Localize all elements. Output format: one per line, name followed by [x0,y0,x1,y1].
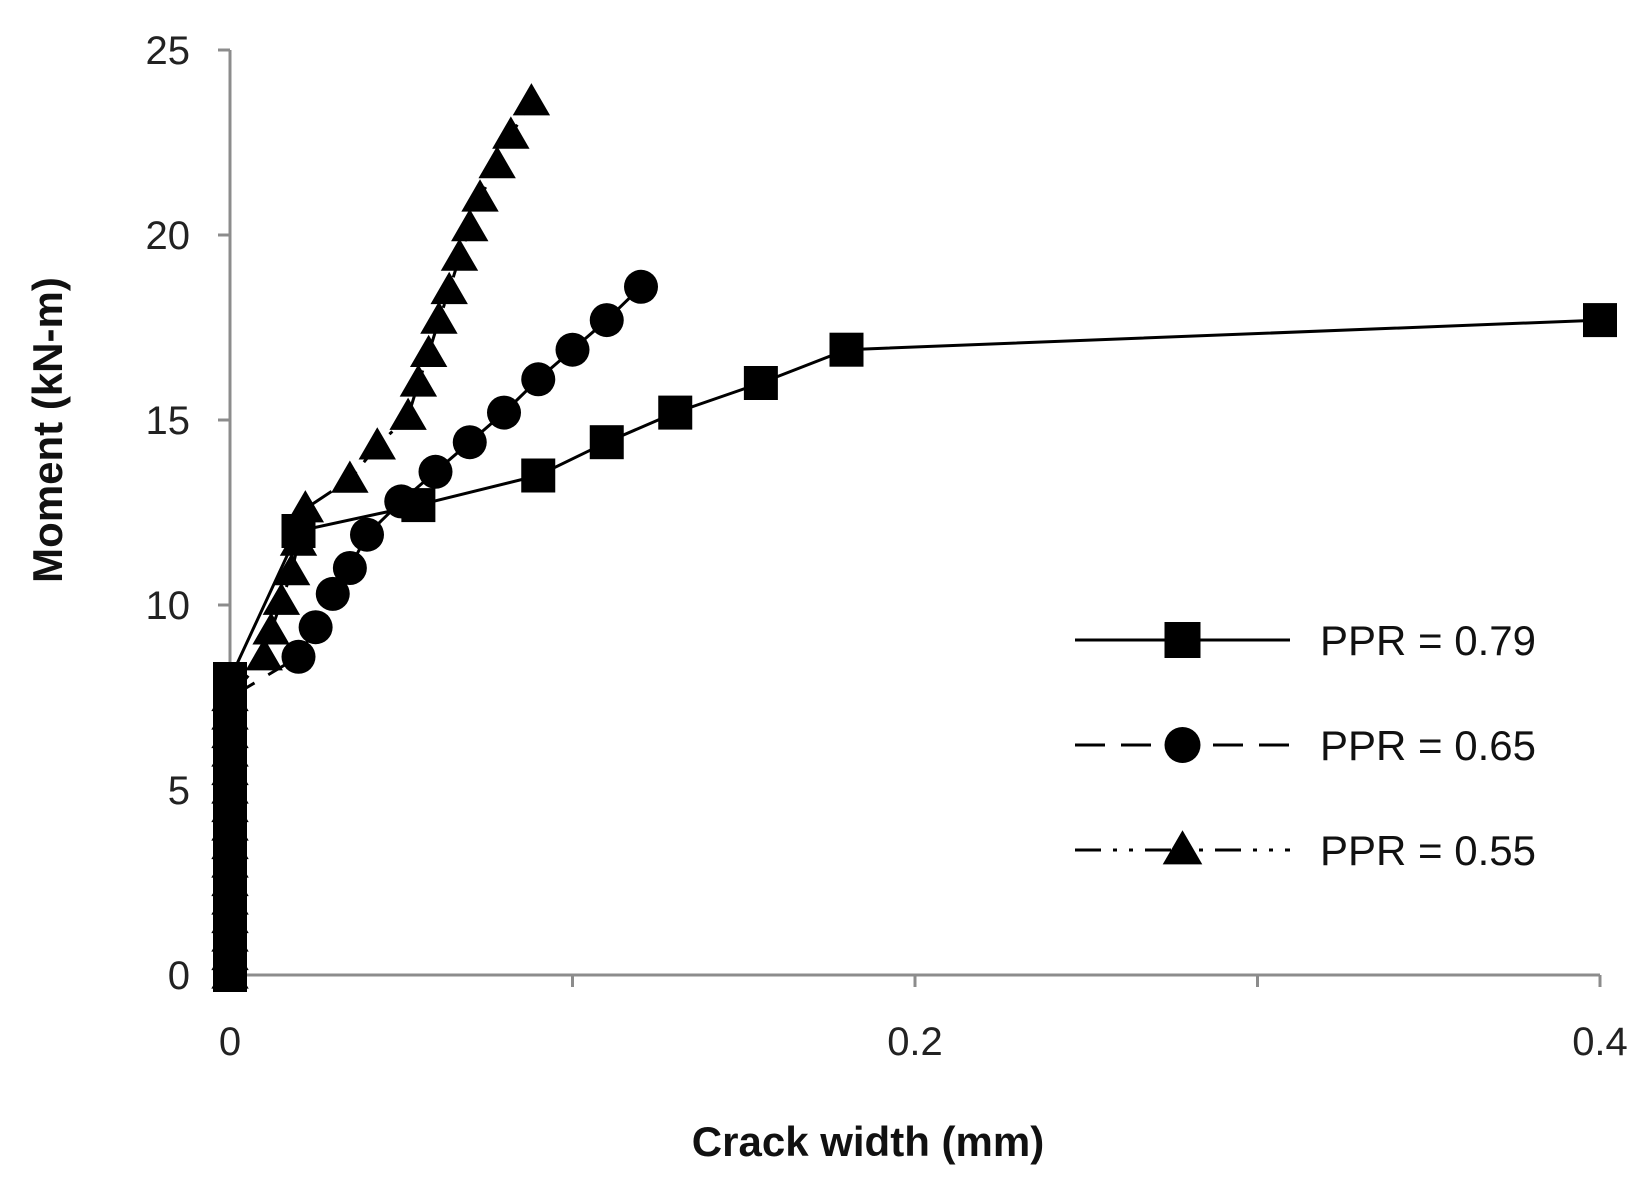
data-point [512,83,551,116]
data-point [332,551,367,585]
data-point [272,553,311,586]
data-point [492,116,530,149]
data-point [420,301,458,334]
data-point [211,734,249,767]
data-point [409,334,448,367]
legend-label: PPR = 0.65 [1320,722,1536,769]
data-point [211,919,249,952]
series-line [228,285,643,975]
y-axis-title: Moment (kN-m) [24,277,71,583]
data-point [399,364,438,397]
legend-marker [1164,622,1201,658]
data-point [262,582,301,615]
data-point [211,771,249,804]
data-point [418,454,453,489]
data-point [487,395,521,430]
data-point [521,362,556,397]
data-point [430,271,468,305]
data-point [211,956,249,989]
data-point [211,882,249,915]
x-tick-label: 0.2 [887,1020,943,1064]
data-point [451,208,489,242]
y-tick-label: 25 [146,29,191,73]
data-point [211,845,249,878]
x-tick-label: 0.4 [1572,1020,1628,1064]
axes: 0 5 10 15 20 25 0 0.2 0.4 [146,29,1628,1064]
data-point [281,639,316,674]
data-point [211,715,249,749]
data-point [252,612,290,645]
data-point [211,752,249,786]
data-point [589,303,624,338]
data-point [211,789,249,823]
data-point [331,460,369,493]
data-point [286,490,325,523]
data-point [521,458,556,493]
data-point [211,678,249,712]
data-point [829,332,864,367]
data-point [743,366,778,400]
legend-item: PPR = 0.65 [1075,722,1536,769]
data-point [211,697,249,730]
data-point [589,425,624,460]
legend-label: PPR = 0.79 [1320,617,1536,664]
data-point [350,517,384,552]
y-tick-label: 0 [168,954,190,998]
y-tick-label: 5 [168,769,190,813]
data-point [1583,303,1617,338]
y-tick-label: 10 [146,584,191,628]
data-point [298,610,333,645]
legend-item: PPR = 0.79 [1075,617,1536,664]
data-point [211,826,249,860]
data-point [452,425,487,460]
data-point [658,395,693,430]
data-point [211,863,249,897]
data-point [624,269,658,304]
data-point [211,937,249,971]
data-point [461,179,499,212]
legend-marker [1162,830,1203,865]
x-tick-label: 0 [219,1020,241,1064]
data-point [384,484,419,519]
data-point [279,523,318,556]
y-tick-label: 15 [146,399,191,443]
data-point [478,146,516,179]
data-point [389,397,427,430]
data-point [440,238,479,271]
data-point [315,576,350,611]
data-point [358,427,396,460]
legend-marker [1164,727,1201,763]
x-axis-title: Crack width (mm) [692,1118,1044,1165]
series-layer [211,83,1617,992]
data-point [211,900,249,934]
series-3 [211,83,551,989]
legend-item: PPR = 0.55 [1075,827,1536,874]
legend-label: PPR = 0.55 [1320,827,1536,874]
y-tick-label: 20 [146,214,191,258]
legend: PPR = 0.79 PPR = 0.65 PPR = 0.55 [1075,617,1536,874]
data-point [245,638,283,671]
data-point [555,332,590,367]
data-point [211,808,249,841]
